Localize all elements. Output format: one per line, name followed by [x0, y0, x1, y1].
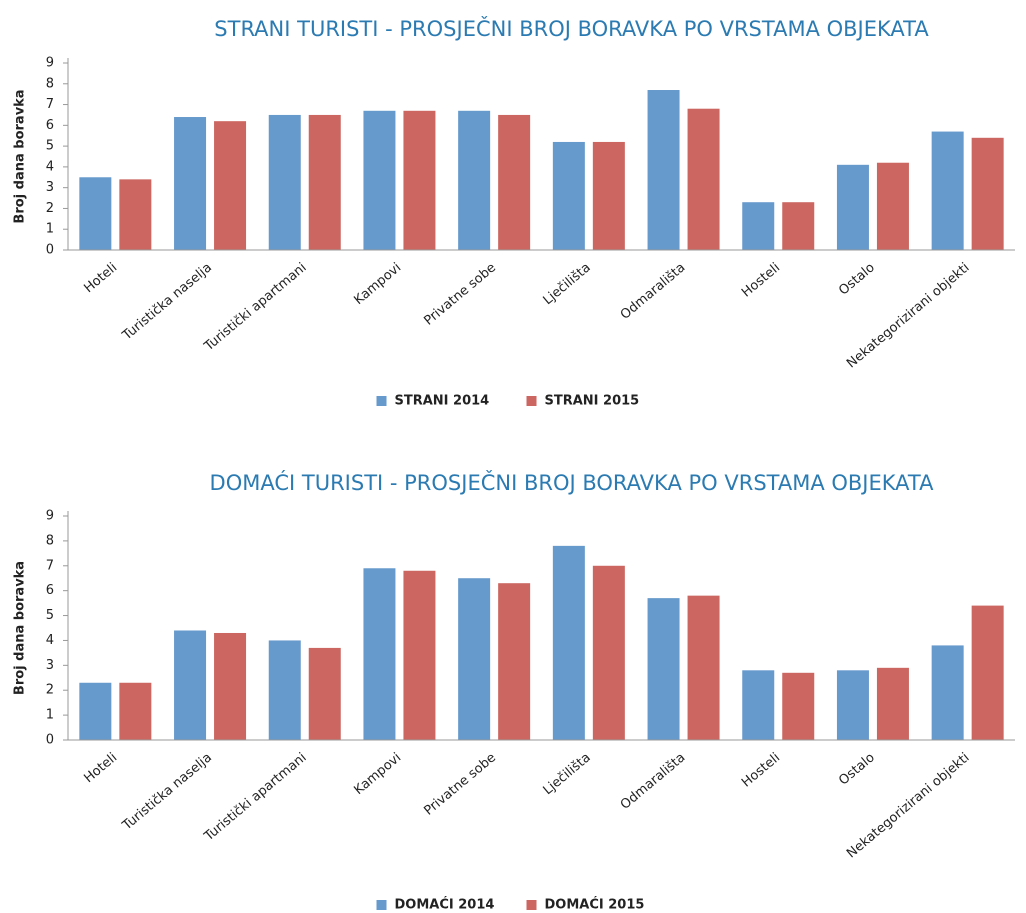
bar [931, 645, 964, 740]
y-tick-label: 9 [46, 509, 54, 524]
bar [782, 672, 815, 740]
bar [687, 595, 720, 740]
bar [687, 108, 720, 250]
x-tick-label: Turistička naselja [119, 750, 215, 834]
x-tick-label: Turistički apartmani [201, 750, 310, 845]
bar [174, 117, 207, 251]
y-tick-label: 3 [46, 658, 54, 673]
bar [647, 598, 680, 740]
bar [876, 162, 909, 250]
y-tick-label: 5 [46, 608, 54, 623]
chart-title: DOMAĆI TURISTI - PROSJEČNI BROJ BORAVKA … [210, 470, 935, 495]
y-tick-label: 3 [46, 180, 54, 195]
y-tick-label: 2 [46, 683, 54, 698]
y-tick-label: 8 [46, 76, 54, 91]
bar [403, 570, 436, 740]
y-tick-label: 4 [46, 159, 54, 174]
x-tick-label: Turistička naselja [119, 260, 215, 344]
x-tick-label: Lječilišta [541, 260, 594, 308]
bar [308, 647, 341, 740]
y-tick-label: 5 [46, 139, 54, 154]
bar [592, 141, 625, 250]
y-tick-label: 8 [46, 533, 54, 548]
legend-swatch [526, 396, 537, 406]
x-tick-label: Kampovi [351, 260, 404, 308]
x-tick-label: Hoteli [81, 260, 120, 296]
x-tick-label: Privatne sobe [421, 260, 499, 328]
bar [876, 667, 909, 740]
bar [592, 565, 625, 740]
x-tick-label: Lječilišta [541, 750, 594, 798]
legend-label: DOMAĆI 2015 [545, 897, 645, 913]
x-tick-label: Ostalo [836, 750, 878, 788]
y-tick-label: 7 [46, 558, 54, 573]
x-tick-label: Odmarališta [618, 750, 689, 813]
bar [931, 131, 964, 250]
bar [742, 202, 775, 250]
bar [79, 177, 112, 250]
bar [458, 110, 491, 251]
bar [119, 179, 152, 250]
bar [363, 568, 396, 740]
chart-title: STRANI TURISTI - PROSJEČNI BROJ BORAVKA … [214, 16, 929, 41]
bar [498, 114, 531, 250]
y-tick-label: 7 [46, 97, 54, 112]
bar [971, 605, 1004, 740]
bar [174, 630, 207, 740]
bar [836, 164, 869, 250]
bar [403, 110, 436, 251]
x-tick-label: Hosteli [739, 260, 783, 300]
legend-label: STRANI 2014 [395, 394, 490, 409]
y-tick-label: 6 [46, 118, 54, 133]
bar [742, 670, 775, 740]
x-tick-label: Odmarališta [618, 260, 689, 323]
x-tick-label: Hosteli [739, 750, 783, 790]
bar [498, 583, 531, 740]
x-tick-label: Privatne sobe [421, 750, 499, 818]
bar [552, 141, 585, 250]
bar [647, 90, 680, 250]
y-axis-label: Broj dana boravka [13, 561, 28, 695]
legend-label: DOMAĆI 2014 [395, 897, 495, 913]
bar [836, 670, 869, 740]
bar [552, 545, 585, 740]
y-tick-label: 0 [46, 243, 54, 258]
y-axis-label: Broj dana boravka [13, 89, 28, 223]
x-tick-label: Ostalo [836, 260, 878, 298]
bar [79, 682, 112, 740]
x-tick-label: Hoteli [81, 750, 120, 786]
bar [458, 578, 491, 740]
y-tick-label: 2 [46, 201, 54, 216]
y-tick-label: 9 [46, 56, 54, 71]
bar [971, 137, 1004, 250]
bar [214, 632, 247, 740]
legend-swatch [376, 900, 387, 910]
bar [363, 110, 396, 251]
bar [308, 114, 341, 250]
y-tick-label: 0 [46, 733, 54, 748]
y-tick-label: 1 [46, 708, 54, 723]
y-tick-label: 4 [46, 633, 54, 648]
legend-label: STRANI 2015 [545, 394, 640, 409]
bar [119, 682, 152, 740]
bar [268, 640, 301, 740]
legend-swatch [526, 900, 537, 910]
bar [782, 202, 815, 250]
x-tick-label: Turistički apartmani [201, 260, 310, 355]
y-tick-label: 1 [46, 222, 54, 237]
legend-swatch [376, 396, 387, 406]
y-tick-label: 6 [46, 583, 54, 598]
bar [268, 114, 301, 250]
bar [214, 121, 247, 250]
x-tick-label: Kampovi [351, 750, 404, 798]
